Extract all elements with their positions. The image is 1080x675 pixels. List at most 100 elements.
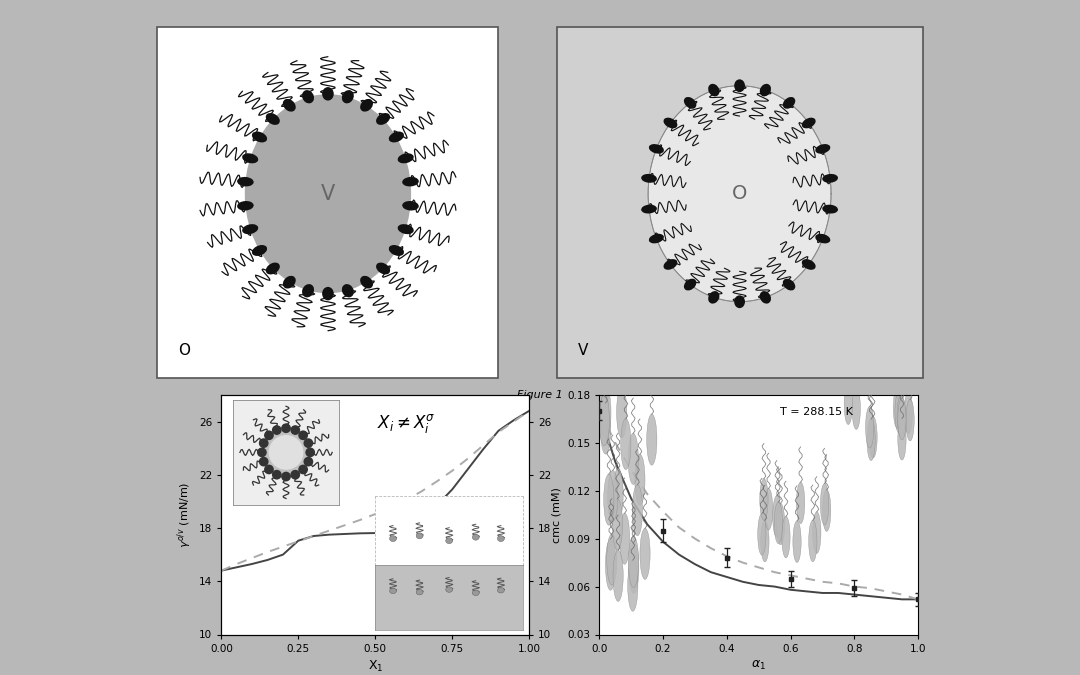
Ellipse shape xyxy=(302,284,314,298)
Circle shape xyxy=(598,383,609,434)
Circle shape xyxy=(608,470,618,522)
Ellipse shape xyxy=(283,276,296,288)
Ellipse shape xyxy=(397,153,414,163)
Ellipse shape xyxy=(402,177,419,186)
Ellipse shape xyxy=(342,90,354,103)
Ellipse shape xyxy=(663,259,677,270)
Ellipse shape xyxy=(822,205,838,213)
Ellipse shape xyxy=(684,279,697,290)
Circle shape xyxy=(865,406,874,448)
Ellipse shape xyxy=(801,259,815,270)
Ellipse shape xyxy=(238,177,254,186)
Circle shape xyxy=(774,502,783,543)
Circle shape xyxy=(633,485,643,536)
Circle shape xyxy=(606,539,616,590)
Ellipse shape xyxy=(376,263,390,275)
Y-axis label: $\gamma^{o/v}$ (mN/m): $\gamma^{o/v}$ (mN/m) xyxy=(175,481,193,548)
Circle shape xyxy=(823,490,831,531)
Circle shape xyxy=(600,403,610,454)
Ellipse shape xyxy=(242,224,258,234)
Ellipse shape xyxy=(759,291,771,304)
Circle shape xyxy=(613,550,623,601)
Circle shape xyxy=(607,534,617,585)
Text: $X_i \neq X_i^{\sigma}$: $X_i \neq X_i^{\sigma}$ xyxy=(377,412,435,435)
Circle shape xyxy=(852,388,861,429)
X-axis label: $\alpha_1$: $\alpha_1$ xyxy=(752,659,766,672)
Circle shape xyxy=(904,392,913,434)
Circle shape xyxy=(629,542,639,593)
Ellipse shape xyxy=(663,117,677,128)
Circle shape xyxy=(621,418,631,470)
Ellipse shape xyxy=(759,84,771,97)
Ellipse shape xyxy=(302,90,314,103)
Circle shape xyxy=(612,499,622,550)
Ellipse shape xyxy=(322,87,334,101)
Ellipse shape xyxy=(342,284,354,298)
Ellipse shape xyxy=(734,295,745,308)
Circle shape xyxy=(629,433,638,485)
Text: V: V xyxy=(321,184,335,204)
Circle shape xyxy=(604,474,613,525)
Ellipse shape xyxy=(252,245,267,256)
Circle shape xyxy=(627,560,638,612)
Circle shape xyxy=(897,395,905,437)
Circle shape xyxy=(793,521,801,562)
Circle shape xyxy=(845,383,852,425)
X-axis label: X$_1$: X$_1$ xyxy=(367,659,383,674)
Text: O: O xyxy=(178,343,190,358)
Ellipse shape xyxy=(283,99,296,111)
Ellipse shape xyxy=(783,279,795,290)
Circle shape xyxy=(809,520,816,562)
Ellipse shape xyxy=(815,144,831,154)
Circle shape xyxy=(867,419,875,460)
Ellipse shape xyxy=(397,224,414,234)
Circle shape xyxy=(765,489,772,530)
Ellipse shape xyxy=(360,99,373,111)
Ellipse shape xyxy=(266,113,280,125)
Circle shape xyxy=(796,482,805,524)
Circle shape xyxy=(821,483,828,525)
Circle shape xyxy=(906,400,915,441)
Circle shape xyxy=(758,514,766,555)
Ellipse shape xyxy=(402,201,419,211)
Y-axis label: cmc (mM): cmc (mM) xyxy=(552,487,562,543)
Ellipse shape xyxy=(245,94,411,293)
Ellipse shape xyxy=(783,97,795,109)
Circle shape xyxy=(897,398,906,440)
Ellipse shape xyxy=(360,276,373,288)
Text: T = 288.15 K: T = 288.15 K xyxy=(780,406,852,416)
Ellipse shape xyxy=(252,132,267,142)
Circle shape xyxy=(647,414,657,465)
Ellipse shape xyxy=(322,287,334,300)
Circle shape xyxy=(760,520,769,562)
Circle shape xyxy=(893,387,902,429)
Text: Figure 1: Figure 1 xyxy=(517,390,563,400)
Circle shape xyxy=(613,468,623,520)
Circle shape xyxy=(772,495,781,537)
Circle shape xyxy=(640,529,650,579)
Circle shape xyxy=(897,418,906,460)
Ellipse shape xyxy=(708,291,719,304)
Ellipse shape xyxy=(649,234,664,244)
Ellipse shape xyxy=(642,174,657,183)
FancyBboxPatch shape xyxy=(556,27,922,378)
Ellipse shape xyxy=(708,84,719,97)
Ellipse shape xyxy=(389,132,404,142)
Ellipse shape xyxy=(376,113,390,125)
Ellipse shape xyxy=(649,144,664,154)
Ellipse shape xyxy=(684,97,697,109)
Circle shape xyxy=(617,387,626,438)
Ellipse shape xyxy=(734,79,745,92)
Circle shape xyxy=(782,516,791,558)
Circle shape xyxy=(620,513,630,564)
Ellipse shape xyxy=(642,205,657,213)
Ellipse shape xyxy=(389,245,404,256)
Circle shape xyxy=(777,504,785,545)
Ellipse shape xyxy=(648,86,832,302)
Circle shape xyxy=(895,392,903,433)
Circle shape xyxy=(869,416,877,458)
Ellipse shape xyxy=(238,201,254,211)
Ellipse shape xyxy=(266,263,280,275)
Circle shape xyxy=(635,454,645,506)
Circle shape xyxy=(600,387,611,438)
